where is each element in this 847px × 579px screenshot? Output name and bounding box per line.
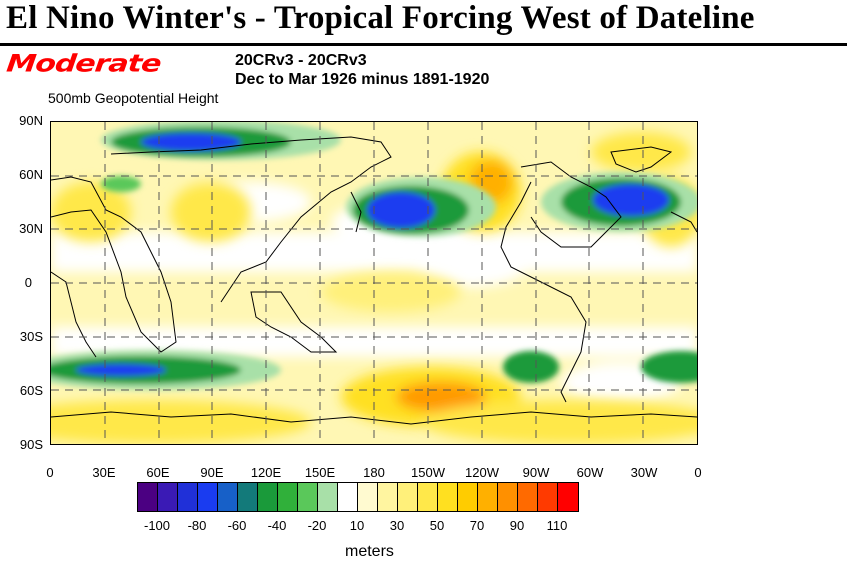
colorbar-tick-label: 70 (469, 518, 485, 533)
colorbar-swatch (478, 483, 498, 511)
graticule (51, 122, 697, 444)
lat-label-60s: 60S (19, 383, 43, 398)
negative-anomalies (51, 122, 697, 390)
lon-label-90w: 90W (522, 465, 550, 480)
colorbar-swatch (358, 483, 378, 511)
colorbar-swatch (158, 483, 178, 511)
colorbar-units: meters (345, 543, 394, 560)
colorbar-swatch (378, 483, 398, 511)
lon-label-0-end: 0 (694, 465, 702, 480)
lon-label-120w: 120W (465, 465, 499, 480)
lat-label-30s: 30S (19, 329, 43, 344)
lon-label-0: 0 (46, 465, 54, 480)
colorbar-swatch (218, 483, 238, 511)
colorbar-swatch (338, 483, 358, 511)
colorbar-swatch (318, 483, 338, 511)
map-svg (51, 122, 697, 444)
colorbar-swatch (398, 483, 418, 511)
colorbar-swatch (538, 483, 558, 511)
colorbar-swatch (518, 483, 538, 511)
colorbar-tick-label: 90 (509, 518, 525, 533)
colorbar-tick-label: -60 (227, 518, 247, 533)
colorbar-swatch (498, 483, 518, 511)
coastlines (51, 136, 697, 425)
colorbar-swatch (278, 483, 298, 511)
colorbar-tick-label: 10 (349, 518, 365, 533)
colorbar-tick-label: 30 (389, 518, 405, 533)
colorbar-swatch (178, 483, 198, 511)
lon-label-30e: 30E (92, 465, 116, 480)
headline-underline (0, 43, 847, 46)
variable-label: 500mb Geopotential Height (48, 90, 219, 106)
subtitle-period: Dec to Mar 1926 minus 1891-1920 (235, 71, 490, 88)
handwritten-annotation: Moderate (5, 50, 163, 78)
colorbar-tick-label: -80 (187, 518, 207, 533)
headline: El Nino Winter's - Tropical Forcing West… (6, 0, 755, 36)
lon-label-60w: 60W (576, 465, 604, 480)
colorbar-tick-label: -20 (307, 518, 327, 533)
lon-label-60e: 60E (146, 465, 170, 480)
lon-label-150w: 150W (411, 465, 445, 480)
colorbar-swatch (138, 483, 158, 511)
colorbar-swatch (418, 483, 438, 511)
lon-label-150e: 150E (304, 465, 336, 480)
lon-label-30w: 30W (630, 465, 658, 480)
lat-label-eq: 0 (24, 275, 32, 290)
colorbar-swatch (438, 483, 458, 511)
colorbar-swatch (238, 483, 258, 511)
colorbar-tick-label: 110 (546, 518, 568, 533)
anomaly-map (50, 121, 698, 445)
colorbar-swatch (298, 483, 318, 511)
colorbar-tick-label: -40 (267, 518, 287, 533)
subtitle-dataset: 20CRv3 - 20CRv3 (235, 52, 367, 69)
lat-label-90s: 90S (19, 437, 43, 452)
colorbar-swatch (558, 483, 578, 511)
lat-label-60n: 60N (19, 167, 43, 182)
colorbar-tick-label: -100 (143, 518, 171, 533)
lon-label-90e: 90E (200, 465, 224, 480)
colorbar (137, 482, 579, 512)
colorbar-swatch (258, 483, 278, 511)
lon-label-120e: 120E (250, 465, 282, 480)
colorbar-swatch (198, 483, 218, 511)
lat-label-90n: 90N (19, 113, 43, 128)
lat-label-30n: 30N (19, 221, 43, 236)
colorbar-swatch (458, 483, 478, 511)
lon-label-180: 180 (363, 465, 385, 480)
colorbar-tick-label: 50 (429, 518, 445, 533)
